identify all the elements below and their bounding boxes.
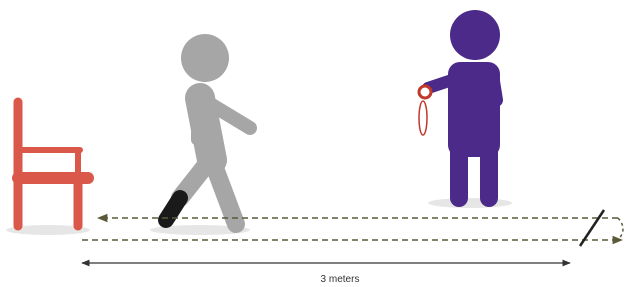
timer-person [419, 10, 500, 198]
chair [18, 102, 88, 226]
page: 3 meters (() => { const data = JSON.pars… [0, 0, 625, 287]
diagram: 3 meters [0, 0, 625, 287]
distance-label: 3 meters [321, 274, 360, 285]
walking-person [166, 34, 250, 224]
